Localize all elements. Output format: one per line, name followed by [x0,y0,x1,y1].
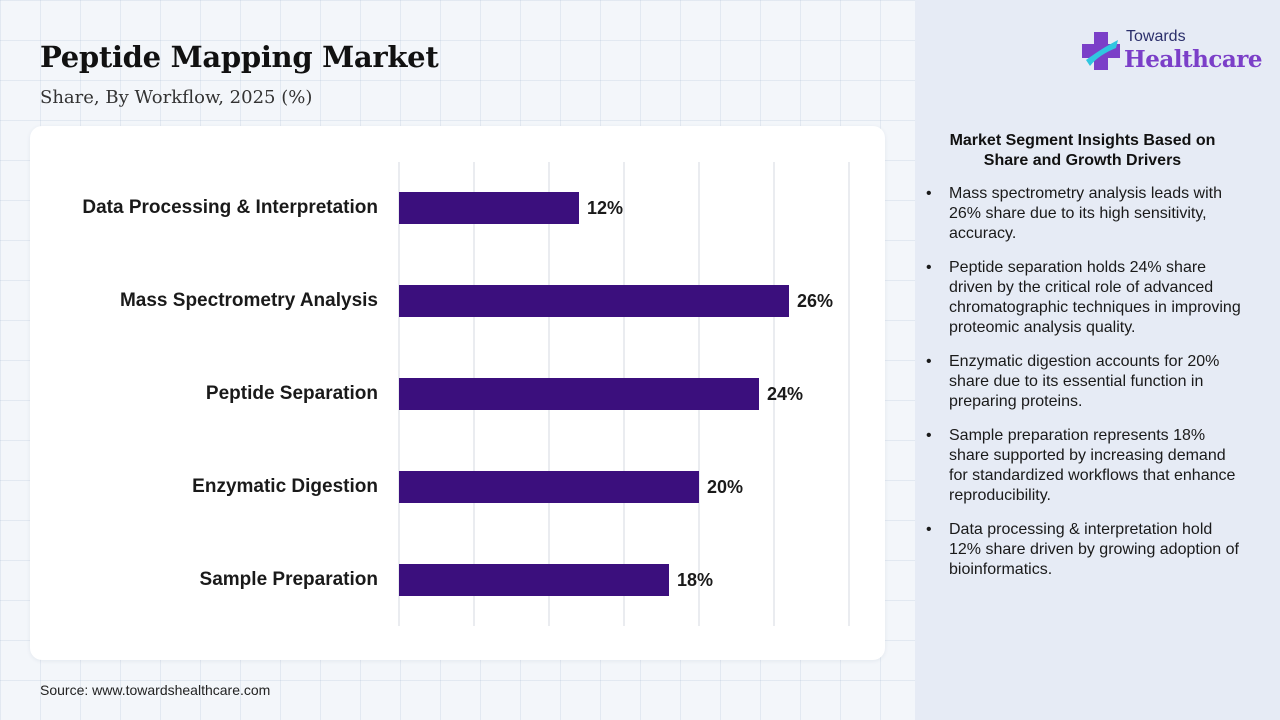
bar [399,378,759,410]
bar-chart: Data Processing & Interpretation 12% Mass … [82,162,850,626]
bullet-icon: • [926,185,932,202]
category-label: Mass Spectrometry Analysis [120,290,378,311]
insight-text: Data processing & interpretation hold 12… [949,521,1239,578]
value-label: 18% [677,570,713,590]
category-label: Data Processing & Interpretation [82,197,378,218]
insight-text: Enzymatic digestion accounts for 20% sha… [949,353,1220,410]
value-label: 24% [767,384,803,404]
bullet-icon: • [926,353,932,370]
chart-card: Data Processing & Interpretation 12% Mass … [30,126,885,660]
insights-title: Market Segment Insights Based on Share a… [949,132,1216,169]
bar [399,564,669,596]
bar [399,192,579,224]
bullet-icon: • [926,521,932,538]
insight-item: • Enzymatic digestion accounts for 20% sh… [924,352,1244,412]
bullet-icon: • [926,427,932,444]
cross-logo-icon [1082,32,1120,70]
insights-panel [915,0,1280,720]
category-label: Sample Preparation [200,569,378,590]
value-label: 26% [797,291,833,311]
insight-item: • Mass spectrometry analysis leads with 2… [924,184,1244,244]
value-label: 12% [587,198,623,218]
insight-text: Mass spectrometry analysis leads with 26… [949,185,1222,242]
insight-item: • Data processing & interpretation hold 1… [924,520,1244,580]
insight-item: • Sample preparation represents 18% share… [924,426,1244,506]
brand-logo: Towards Healthcare [1080,26,1263,78]
insight-text: Sample preparation represents 18% share … [949,427,1236,504]
bar [399,471,699,503]
category-label: Enzymatic Digestion [192,476,378,497]
logo-text-healthcare: Healthcare [1124,46,1263,73]
source-note: Source: www.towardshealthcare.com [40,682,271,698]
insight-item: • Peptide separation holds 24% share driv… [924,258,1244,338]
insight-text: Peptide separation holds 24% share drive… [949,259,1241,336]
page-subtitle: Share, By Workflow, 2025 (%) [40,87,313,108]
page-title: Peptide Mapping Market [40,40,439,74]
category-label: Peptide Separation [206,383,378,404]
insights-list: • Mass spectrometry analysis leads with 2… [924,184,1244,594]
value-label: 20% [707,477,743,497]
bullet-icon: • [926,259,932,276]
logo-text-towards: Towards [1126,28,1186,45]
bar [399,285,789,317]
